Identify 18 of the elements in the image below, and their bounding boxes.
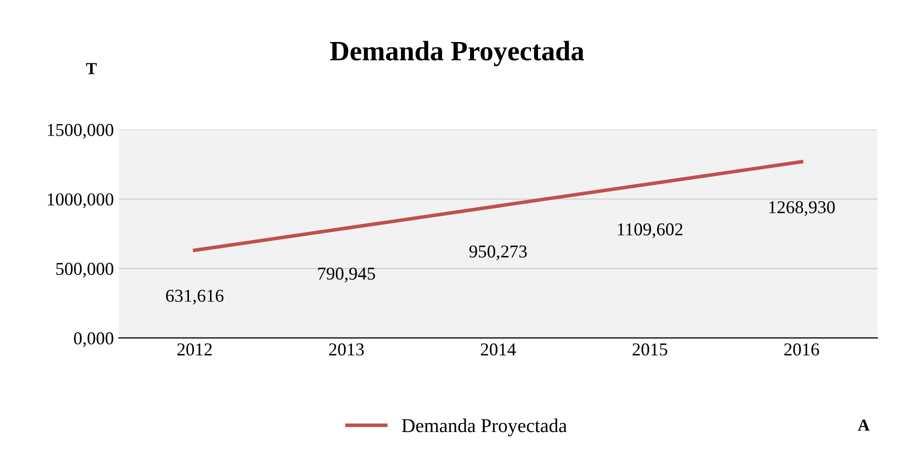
- y-tick-label: 1000,000: [48, 193, 114, 208]
- data-label: 1109,602: [618, 223, 682, 238]
- x-tick-label: 2012: [177, 343, 212, 356]
- legend-label: Demanda Proyectada: [402, 418, 567, 436]
- data-label: 950,273: [469, 245, 527, 260]
- y-axis-title: T: [86, 63, 97, 74]
- data-label: 631,616: [166, 290, 224, 304]
- y-tick-label: 500,000: [56, 262, 114, 278]
- x-tick-label: 2013: [329, 343, 364, 356]
- x-tick-label: 2014: [480, 343, 516, 356]
- x-tick-label: 2015: [632, 343, 668, 356]
- chart-title: Demanda Proyectada: [330, 40, 584, 66]
- x-axis-title: A: [858, 420, 870, 431]
- data-label: 790,945: [318, 268, 376, 282]
- y-tick-label: 0,000: [74, 332, 114, 348]
- y-tick-label: 1500,000: [48, 124, 114, 139]
- x-tick-label: 2016: [784, 343, 820, 356]
- data-label: 1268,930: [769, 201, 835, 216]
